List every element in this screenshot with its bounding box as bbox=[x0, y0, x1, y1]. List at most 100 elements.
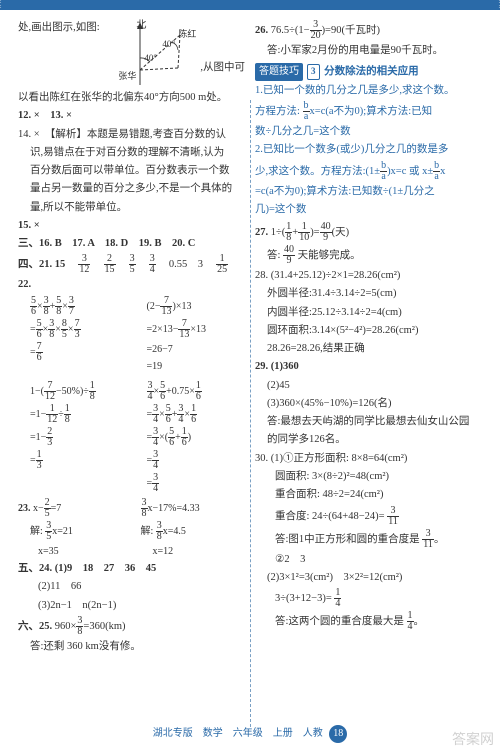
q22-l3b: =26−7 bbox=[147, 342, 246, 358]
q23-e: x=35 bbox=[18, 544, 123, 560]
q22-m3a: =1−23 bbox=[30, 427, 129, 448]
q14-c: 百分数后面可以带单位。百分数表示一个数 bbox=[18, 163, 245, 179]
q28-c: 内圆半径:25.12÷3.14÷2=4(cm) bbox=[255, 305, 482, 321]
q23-c: 解: 35x=21 bbox=[18, 521, 123, 542]
q23-d: 解: 38x=4.5 bbox=[141, 521, 246, 542]
q23-a: 23. x−25=7 bbox=[18, 498, 123, 519]
right-column: 26. 76.5÷(1−320)=90(千瓦时) 答:小军家2月份的用电量是90… bbox=[255, 20, 482, 727]
q27-a: 27. 1÷(18+110)=409(天) bbox=[255, 222, 482, 243]
sec4-a: 四、21. 15 bbox=[18, 259, 76, 270]
q22-l2a: =56×38×85×73 bbox=[30, 319, 129, 340]
q24-c: (3)2n−1 n(2n−1) bbox=[18, 598, 245, 614]
q22-l1b: (2−713)×13 bbox=[147, 296, 246, 317]
q30-f: ②2 3 bbox=[255, 552, 482, 568]
q14-b: 识,易错点在于对百分数的理解不清晰,认为 bbox=[18, 145, 245, 161]
page-content: 处,画出图示,如图: 北 40° 40° 陈红 张华 ,从图中可 bbox=[18, 20, 482, 727]
q12-13: 12. × 13. × bbox=[18, 108, 245, 124]
q26-b: 答:小军家2月份的用电量是90千瓦时。 bbox=[255, 43, 482, 59]
q22-l4b: =19 bbox=[147, 359, 246, 375]
q23-b: 38x−17%=4.33 bbox=[141, 498, 246, 519]
footer-text: 湖北专版 数学 六年级 上册 人教 bbox=[153, 728, 323, 739]
q22-m4a: =13 bbox=[30, 450, 129, 471]
q30-c: 重合面积: 48÷2=24(cm²) bbox=[255, 487, 482, 503]
q14-d: 量占另一数量的百分之多少,不是一个具体的 bbox=[18, 181, 245, 197]
q22-m4b: =34 bbox=[147, 450, 246, 471]
page-number: 18 bbox=[329, 725, 347, 743]
angle-40-b: 40° bbox=[162, 38, 175, 52]
intro-tail: ,从图中可 bbox=[200, 60, 245, 76]
sec3-text: 三、16. B 17. A 18. D 19. B 20. C bbox=[18, 238, 195, 249]
q25-b: 答:还剩 360 km没有修。 bbox=[18, 639, 245, 655]
q14-a: 14. × 【解析】本题是易错题,考查百分数的认 bbox=[18, 127, 245, 143]
frac-3-12: 312 bbox=[78, 254, 90, 275]
column-separator bbox=[250, 100, 251, 727]
tech-number: 3 bbox=[307, 64, 320, 80]
q22-m2a: =1−112÷18 bbox=[30, 404, 129, 425]
sec4-b: 0.55 3 bbox=[158, 259, 213, 270]
t1: 1.已知一个数的几分之几是多少,求这个数。 bbox=[255, 83, 482, 99]
q22-l3a: =76 bbox=[30, 342, 129, 363]
intro-text: 处,画出图示,如图: bbox=[18, 22, 100, 33]
q23-block: 23. x−25=7 解: 35x=21 x=35 38x−17%=4.33 解… bbox=[18, 498, 245, 562]
frac-3-4: 34 bbox=[149, 254, 156, 275]
q26-a: 26. 76.5÷(1−320)=90(千瓦时) bbox=[255, 20, 482, 41]
q22-l1a: 56×38+58×37 bbox=[30, 296, 129, 317]
q22-m3b: =34×(56+16) bbox=[147, 427, 246, 448]
q29-c: (3)360×(45%−10%)=126(名) bbox=[255, 396, 482, 412]
q14-e: 量,所以不能带单位。 bbox=[18, 200, 245, 216]
q30-i: 答:这两个圆的重合度最大是 14。 bbox=[255, 611, 482, 632]
left-column: 处,画出图示,如图: 北 40° 40° 陈红 张华 ,从图中可 bbox=[18, 20, 245, 727]
q28-e: 28.26=28.26,结果正确 bbox=[255, 341, 482, 357]
sec5-text: 五、24. (1)9 18 27 36 45 bbox=[18, 563, 156, 574]
t2b: =c(a不为0);算术方法:已知数÷(1±几分之 bbox=[255, 184, 482, 200]
q15: 15. × bbox=[18, 218, 245, 234]
q29-b: (2)45 bbox=[255, 378, 482, 394]
q30-h: 3÷(3+12−3)= 14 bbox=[255, 588, 482, 609]
watermark: 答案网 bbox=[452, 729, 494, 749]
q28-b: 外圆半径:31.4÷3.14÷2=5(cm) bbox=[255, 286, 482, 302]
tech-title: 分数除法的相关应用 bbox=[324, 66, 419, 77]
q22-block-1: 56×38+58×37 =56×38×85×73 =76 (2−713)×13 … bbox=[18, 296, 245, 377]
q29-e: 的同学多126名。 bbox=[255, 432, 482, 448]
q30-b: 圆面积: 3×(8÷2)²=48(cm²) bbox=[255, 469, 482, 485]
frac-2-15: 215 bbox=[104, 254, 116, 275]
line-direction: 以看出陈红在张华的北偏东40°方向500 m处。 bbox=[18, 90, 245, 106]
technique-header: 答题技巧3 分数除法的相关应用 bbox=[255, 63, 482, 81]
q22-block-2: 1−(712−50%)÷18 =1−112÷18 =1−23 =13 34×56… bbox=[18, 381, 245, 496]
page-footer: 湖北专版 数学 六年级 上册 人教 18 bbox=[0, 724, 500, 743]
section-4: 四、21. 15 312 215 35 34 0.55 3 125 bbox=[18, 254, 245, 275]
q22-l2b: =2×13−713×13 bbox=[147, 319, 246, 340]
q22-m1a: 1−(712−50%)÷18 bbox=[30, 381, 129, 402]
t2a: 少,求这个数。方程方法:(1±ba)x=c 或 x±bax bbox=[255, 161, 482, 182]
q23-f: x=12 bbox=[141, 544, 246, 560]
q22-m5b: =34 bbox=[147, 473, 246, 494]
section-6: 六、25. 960×38=360(km) bbox=[18, 616, 245, 637]
q22-m1b: 34×56+0.75×16 bbox=[147, 381, 246, 402]
q30-g: (2)3×1²=3(cm²) 3×2²=12(cm²) bbox=[255, 570, 482, 586]
t2c: 几)=这个数 bbox=[255, 202, 482, 218]
q27-b: 答: 409 天能够完成。 bbox=[255, 245, 482, 266]
frac-1-25: 125 bbox=[216, 254, 228, 275]
angle-40-a: 40° bbox=[144, 52, 157, 66]
label-zhanghua: 张华 bbox=[118, 70, 136, 84]
tech-badge: 答题技巧 bbox=[255, 63, 303, 81]
t1a: 方程方法: bax=c(a不为0);算术方法:已知 bbox=[255, 101, 482, 122]
q29-a: 29. (1)360 bbox=[255, 359, 482, 375]
q24-b: (2)11 66 bbox=[18, 579, 245, 595]
q30-a: 30. (1)①正方形面积: 8×8=64(cm²) bbox=[255, 451, 482, 467]
q22-m2b: =34×56+34×16 bbox=[147, 404, 246, 425]
border-bottom-wave-2 bbox=[0, 8, 500, 10]
section-3: 三、16. B 17. A 18. D 19. B 20. C bbox=[18, 236, 245, 252]
north-label: 北 bbox=[136, 18, 146, 34]
q29-d: 答:最想去天屿湖的同学比最想去仙女山公园 bbox=[255, 414, 482, 430]
frac-3-5: 35 bbox=[129, 254, 136, 275]
q30-d: 重合度: 24÷(64+48−24)= 311 bbox=[255, 506, 482, 527]
q28-a: 28. (31.4+25.12)÷2×1=28.26(cm²) bbox=[255, 268, 482, 284]
q22-label: 22. bbox=[18, 277, 245, 293]
label-chenhong: 陈红 bbox=[178, 28, 196, 42]
t2: 2.已知比一个数多(或少)几分之几的数是多 bbox=[255, 142, 482, 158]
q28-d: 圆环面积:3.14×(5²−4²)=28.26(cm²) bbox=[255, 323, 482, 339]
section-5: 五、24. (1)9 18 27 36 45 bbox=[18, 561, 245, 577]
q30-e: 答:图1中正方形和圆的重合度是 311。 bbox=[255, 529, 482, 550]
angle-diagram: 北 40° 40° 陈红 张华 bbox=[110, 20, 200, 90]
